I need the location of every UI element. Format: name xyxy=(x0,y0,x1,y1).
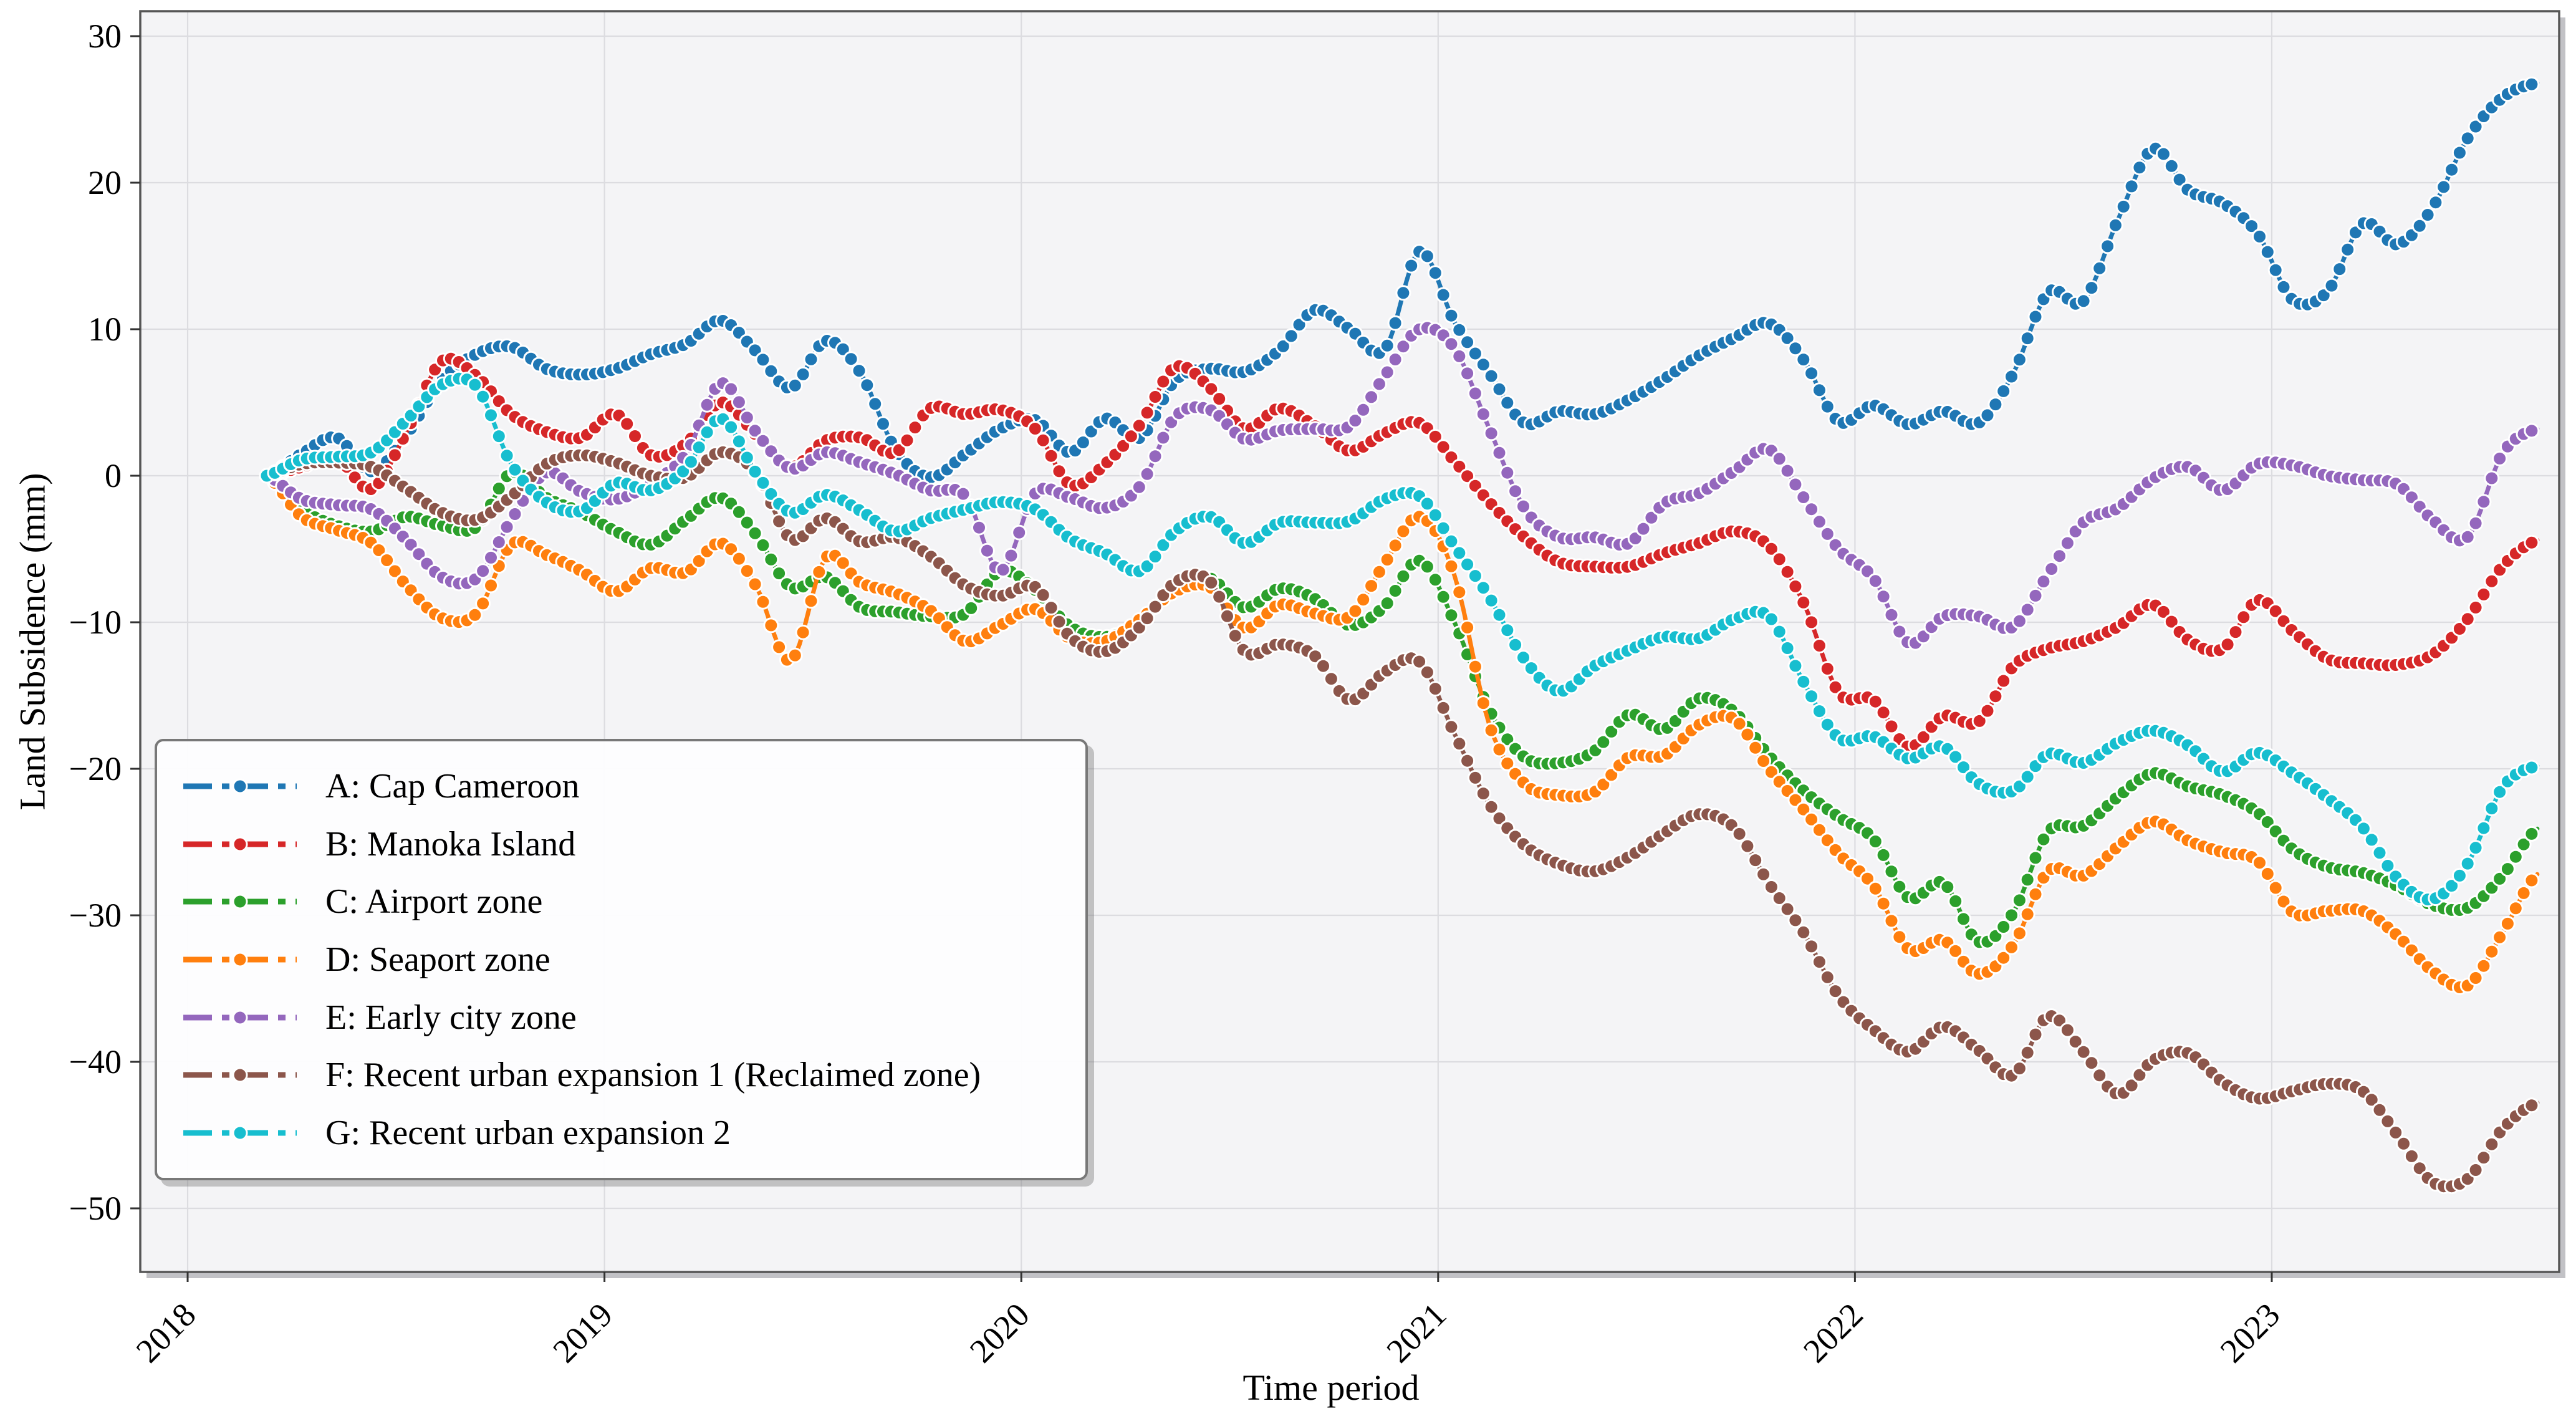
y-axis-label: Land Subsidence (mm) xyxy=(12,473,53,811)
series-D-markers xyxy=(259,468,2540,995)
series-G-markers xyxy=(259,370,2540,908)
x-tick-label: 2022 xyxy=(1796,1296,1870,1370)
x-tick-label: 2021 xyxy=(1379,1296,1453,1370)
series-D xyxy=(259,468,2540,995)
y-tick-label: 0 xyxy=(105,457,122,494)
y-tick-label: −10 xyxy=(69,604,122,641)
series-layer xyxy=(259,76,2540,1195)
y-tick-label: −40 xyxy=(69,1043,122,1081)
legend-label: G: Recent urban expansion 2 xyxy=(325,1113,731,1152)
legend-label: A: Cap Cameroon xyxy=(325,767,580,806)
x-tick-label: 2018 xyxy=(129,1296,203,1370)
legend-swatch-F xyxy=(183,1067,297,1083)
legend-item-A: A: Cap Cameroon xyxy=(181,758,1062,815)
legend-swatch-D xyxy=(183,951,297,968)
legend-swatch-G xyxy=(183,1125,297,1141)
legend-label: B: Manoka Island xyxy=(325,824,576,864)
plot-frame xyxy=(139,10,2560,1273)
y-tick-label: −30 xyxy=(69,897,122,934)
y-tick-label: −20 xyxy=(69,750,122,787)
legend-swatch-B xyxy=(183,836,297,852)
legend-label: E: Early city zone xyxy=(325,998,577,1037)
legend-item-B: B: Manoka Island xyxy=(181,816,1062,873)
legend-label: F: Recent urban expansion 1 (Reclaimed z… xyxy=(325,1056,981,1095)
legend-item-G: G: Recent urban expansion 2 xyxy=(181,1104,1062,1162)
series-G xyxy=(259,370,2540,908)
x-tick-label: 2023 xyxy=(2213,1296,2287,1370)
series-E-markers xyxy=(259,320,2540,651)
y-tick-label: 30 xyxy=(88,17,122,55)
series-E xyxy=(259,320,2540,651)
x-tick-label: 2020 xyxy=(963,1296,1037,1370)
legend: A: Cap Cameroon B: Manoka Island C: Airpor… xyxy=(155,739,1088,1180)
legend-swatch-E xyxy=(183,1009,297,1026)
ticks xyxy=(130,35,2273,1282)
y-tick-label: 20 xyxy=(88,164,122,201)
y-tick-label: −50 xyxy=(69,1190,122,1227)
x-axis-label: Time period xyxy=(1242,1367,1420,1408)
legend-label: C: Airport zone xyxy=(325,882,543,922)
legend-item-E: E: Early city zone xyxy=(181,989,1062,1046)
legend-swatch-A xyxy=(183,778,297,794)
x-tick-label: 2019 xyxy=(545,1296,620,1370)
legend-swatch-C xyxy=(183,893,297,910)
legend-item-C: C: Airport zone xyxy=(181,873,1062,930)
legend-item-F: F: Recent urban expansion 1 (Reclaimed z… xyxy=(181,1046,1062,1104)
legend-item-D: D: Seaport zone xyxy=(181,931,1062,988)
y-tick-label: 10 xyxy=(88,311,122,348)
legend-label: D: Seaport zone xyxy=(325,940,550,979)
